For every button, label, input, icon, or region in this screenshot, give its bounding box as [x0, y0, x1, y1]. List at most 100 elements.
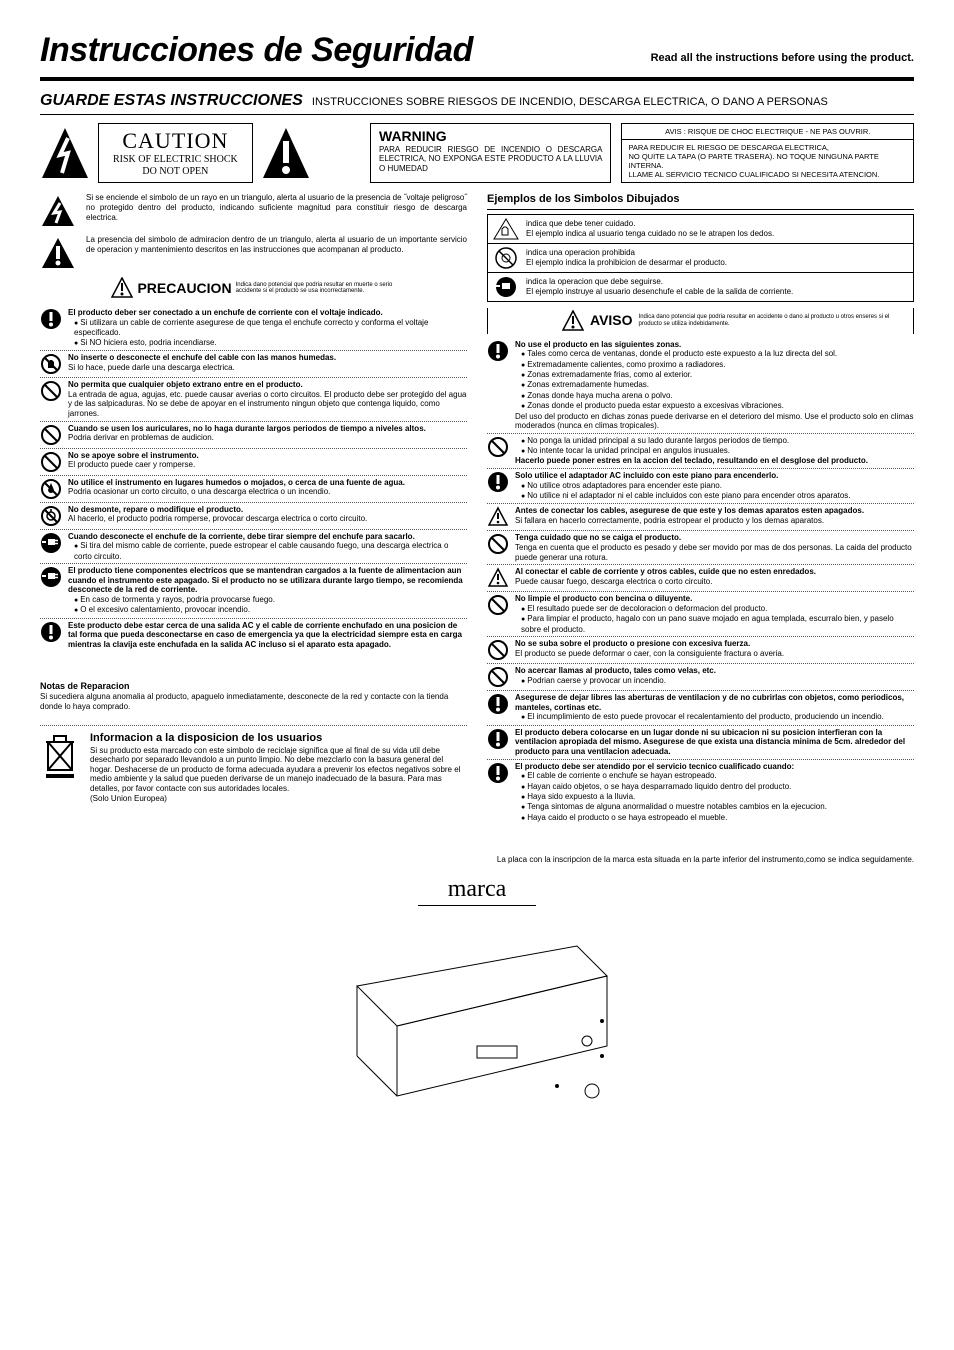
- item-bullet: No ponga la unidad principal a su lado d…: [521, 436, 914, 446]
- item-bullet: Para limpiar el producto, hagalo con un …: [521, 614, 914, 634]
- prohibit-icon: [40, 424, 62, 446]
- item-heading: Tenga cuidado que no se caiga el product…: [515, 533, 914, 543]
- symbol-bolt-text: Si se enciende el simbolo de un rayo en …: [86, 193, 467, 222]
- guarde-row: GUARDE ESTAS INSTRUCCIONES INSTRUCCIONES…: [40, 91, 914, 115]
- warn-tri-icon: [487, 567, 509, 589]
- hand-warn-icon: [492, 217, 520, 241]
- unplug-icon: [492, 275, 520, 299]
- excl-fill-icon: [40, 308, 62, 330]
- placa-note: La placa con la inscripcion de la marca …: [40, 855, 914, 865]
- item-text: Al hacerlo, el producto podria romperse,…: [68, 514, 467, 524]
- item-bullets: No ponga la unidad principal a su lado d…: [515, 436, 914, 457]
- item-bullet: No utilice otros adaptadores para encend…: [521, 481, 914, 491]
- item-bullets: En caso de tormenta y rayos, podria prov…: [68, 595, 467, 616]
- instruction-item: No acercar llamas al producto, tales com…: [487, 664, 914, 691]
- item-text: Del uso del producto en dichas zonas pue…: [515, 412, 914, 431]
- item-bullet: No utilice ni el adaptador ni el cable i…: [521, 491, 914, 501]
- aviso-tri-icon: [562, 310, 584, 332]
- item-text: El producto puede caer y romperse.: [68, 460, 467, 470]
- item-heading: Cuando se usen los auriculares, no lo ha…: [68, 424, 467, 434]
- item-text: Si fallara en hacerlo correctamente, pod…: [515, 516, 914, 526]
- prohibit-icon: [487, 666, 509, 688]
- ejemplos-row: indica una operacion prohibidaEl ejemplo…: [488, 244, 913, 273]
- instruction-item: No use el producto en las siguientes zon…: [487, 338, 914, 434]
- item-bullet: Zonas extremadamente frias, como al exte…: [521, 370, 914, 380]
- instruction-item: Tenga cuidado que no se caiga el product…: [487, 531, 914, 565]
- recycle-bin-icon: [40, 732, 80, 782]
- item-heading: El producto debe ser atendido por el ser…: [515, 762, 914, 772]
- ejemplos-row: indica que debe tener cuidado.El ejemplo…: [488, 215, 913, 244]
- precaucion-label: PRECAUCION: [137, 280, 231, 297]
- instruction-item: Cuando se usen los auriculares, no lo ha…: [40, 422, 467, 449]
- no-disassemble-icon: [492, 246, 520, 270]
- item-heading: No utilice el instrumento en lugares hum…: [68, 478, 467, 488]
- item-heading: No permita que cualquier objeto extrano …: [68, 380, 467, 390]
- item-heading: No se suba sobre el producto o presione …: [515, 639, 914, 649]
- item-bullets: Si tira del mismo cable de corriente, pu…: [68, 541, 467, 561]
- item-text: El producto se puede deformar o caer, co…: [515, 649, 914, 659]
- item-heading: Antes de conectar los cables, asegurese …: [515, 506, 914, 516]
- item-bullets: El cable de corriente o enchufe se hayan…: [515, 771, 914, 823]
- plug-fill-icon: [40, 532, 62, 554]
- info-head: Informacion a la disposicion de los usua…: [90, 732, 467, 745]
- item-heading: Solo utilice el adaptador AC incluido co…: [515, 471, 914, 481]
- excl-fill-icon: [487, 728, 509, 750]
- item-heading: No use el producto en las siguientes zon…: [515, 340, 914, 350]
- item-bullets: El incumplimiento de esto puede provocar…: [515, 712, 914, 722]
- item-bullets: El resultado puede ser de decoloracion o…: [515, 604, 914, 634]
- item-bullet: El resultado puede ser de decoloracion o…: [521, 604, 914, 614]
- item-heading: No limpie el producto con bencina o dilu…: [515, 594, 914, 604]
- warn-tri-icon: [487, 506, 509, 528]
- bolt-triangle-small-icon: [40, 193, 76, 229]
- item-heading: El producto tiene componentes electricos…: [68, 566, 467, 595]
- instruction-item: Este producto debe estar cerca de una sa…: [40, 619, 467, 652]
- no-disassemble-icon: [40, 505, 62, 527]
- item-heading: No inserte o desconecte el enchufe del c…: [68, 353, 467, 363]
- item-bullets: Si utilizara un cable de corriente asegu…: [68, 318, 467, 348]
- item-heading: No desmonte, repare o modifique el produ…: [68, 505, 467, 515]
- item-heading: Este producto debe estar cerca de una sa…: [68, 621, 467, 650]
- marca-row: marca: [40, 875, 914, 1127]
- instruction-item: No limpie el producto con bencina o dilu…: [487, 592, 914, 637]
- item-heading: No se apoye sobre el instrumento.: [68, 451, 467, 461]
- item-bullet: Tales como cerca de ventanas, donde el p…: [521, 349, 914, 359]
- item-bullet: Extremadamente calientes, como proximo a…: [521, 360, 914, 370]
- warning-head: WARNING: [379, 128, 602, 145]
- instruction-item: No ponga la unidad principal a su lado d…: [487, 434, 914, 469]
- instruction-item: El producto deber ser conectado a un enc…: [40, 306, 467, 351]
- symbol-excl-text: La presencia del simbolo de admiracion d…: [86, 235, 467, 254]
- instruction-item: El producto debera colocarse en un lugar…: [487, 726, 914, 760]
- item-bullet: Hayan caido objetos, o se haya desparram…: [521, 782, 914, 792]
- excl-triangle-icon: [261, 123, 311, 183]
- bolt-triangle-icon: [40, 123, 90, 183]
- caution-box: CAUTION RISK OF ELECTRIC SHOCK DO NOT OP…: [98, 123, 253, 183]
- item-bullet: Si utilizara un cable de corriente asegu…: [74, 318, 467, 338]
- notas-body: Si sucediera alguna anomalia al producto…: [40, 692, 467, 711]
- item-bullet: El incumplimiento de esto puede provocar…: [521, 712, 914, 722]
- caution-l1: CAUTION: [113, 128, 238, 154]
- item-bullet: En caso de tormenta y rayos, podria prov…: [74, 595, 467, 605]
- ej-l1: indica que debe tener cuidado.: [526, 219, 635, 228]
- prohibit-icon: [40, 451, 62, 473]
- avis-top: AVIS : RISQUE DE CHOC ELECTRIQUE - NE PA…: [622, 124, 913, 140]
- instruction-item: Asegurese de dejar libres las aberturas …: [487, 691, 914, 726]
- notas-block: Notas de Reparacion Si sucediera alguna …: [40, 681, 467, 711]
- symbol-bolt-row: Si se enciende el simbolo de un rayo en …: [40, 193, 467, 229]
- item-bullet: Si NO hiciera esto, podria incendiarse.: [74, 338, 467, 348]
- item-heading: Hacerlo puede poner estres en la accion …: [515, 456, 914, 466]
- prohibit-icon: [487, 594, 509, 616]
- item-heading: El producto debera colocarse en un lugar…: [515, 728, 914, 757]
- no-water-icon: [40, 478, 62, 500]
- aviso-label-row: AVISO Indica dano potencial que podria r…: [487, 308, 914, 334]
- instruction-item: El producto debe ser atendido por el ser…: [487, 760, 914, 826]
- guarde-rest: INSTRUCCIONES SOBRE RIESGOS DE INCENDIO,…: [312, 96, 828, 108]
- item-bullet: Zonas donde haya mucha arena o polvo.: [521, 391, 914, 401]
- info-body: Si su producto esta marcado con este sim…: [90, 746, 467, 804]
- ejemplos-row: indica la operacion que debe seguirse.El…: [488, 273, 913, 301]
- instruction-item: No inserte o desconecte el enchufe del c…: [40, 351, 467, 378]
- warning-body: PARA REDUCIR RIESGO DE INCENDIO O DESCAR…: [379, 145, 602, 174]
- item-text: Podria derivar en problemas de audicion.: [68, 433, 467, 443]
- caution-group: CAUTION RISK OF ELECTRIC SHOCK DO NOT OP…: [40, 123, 360, 183]
- instruction-item: El producto tiene componentes electricos…: [40, 564, 467, 619]
- right-column: Ejemplos de los Simbolos Dibujados indic…: [487, 193, 914, 825]
